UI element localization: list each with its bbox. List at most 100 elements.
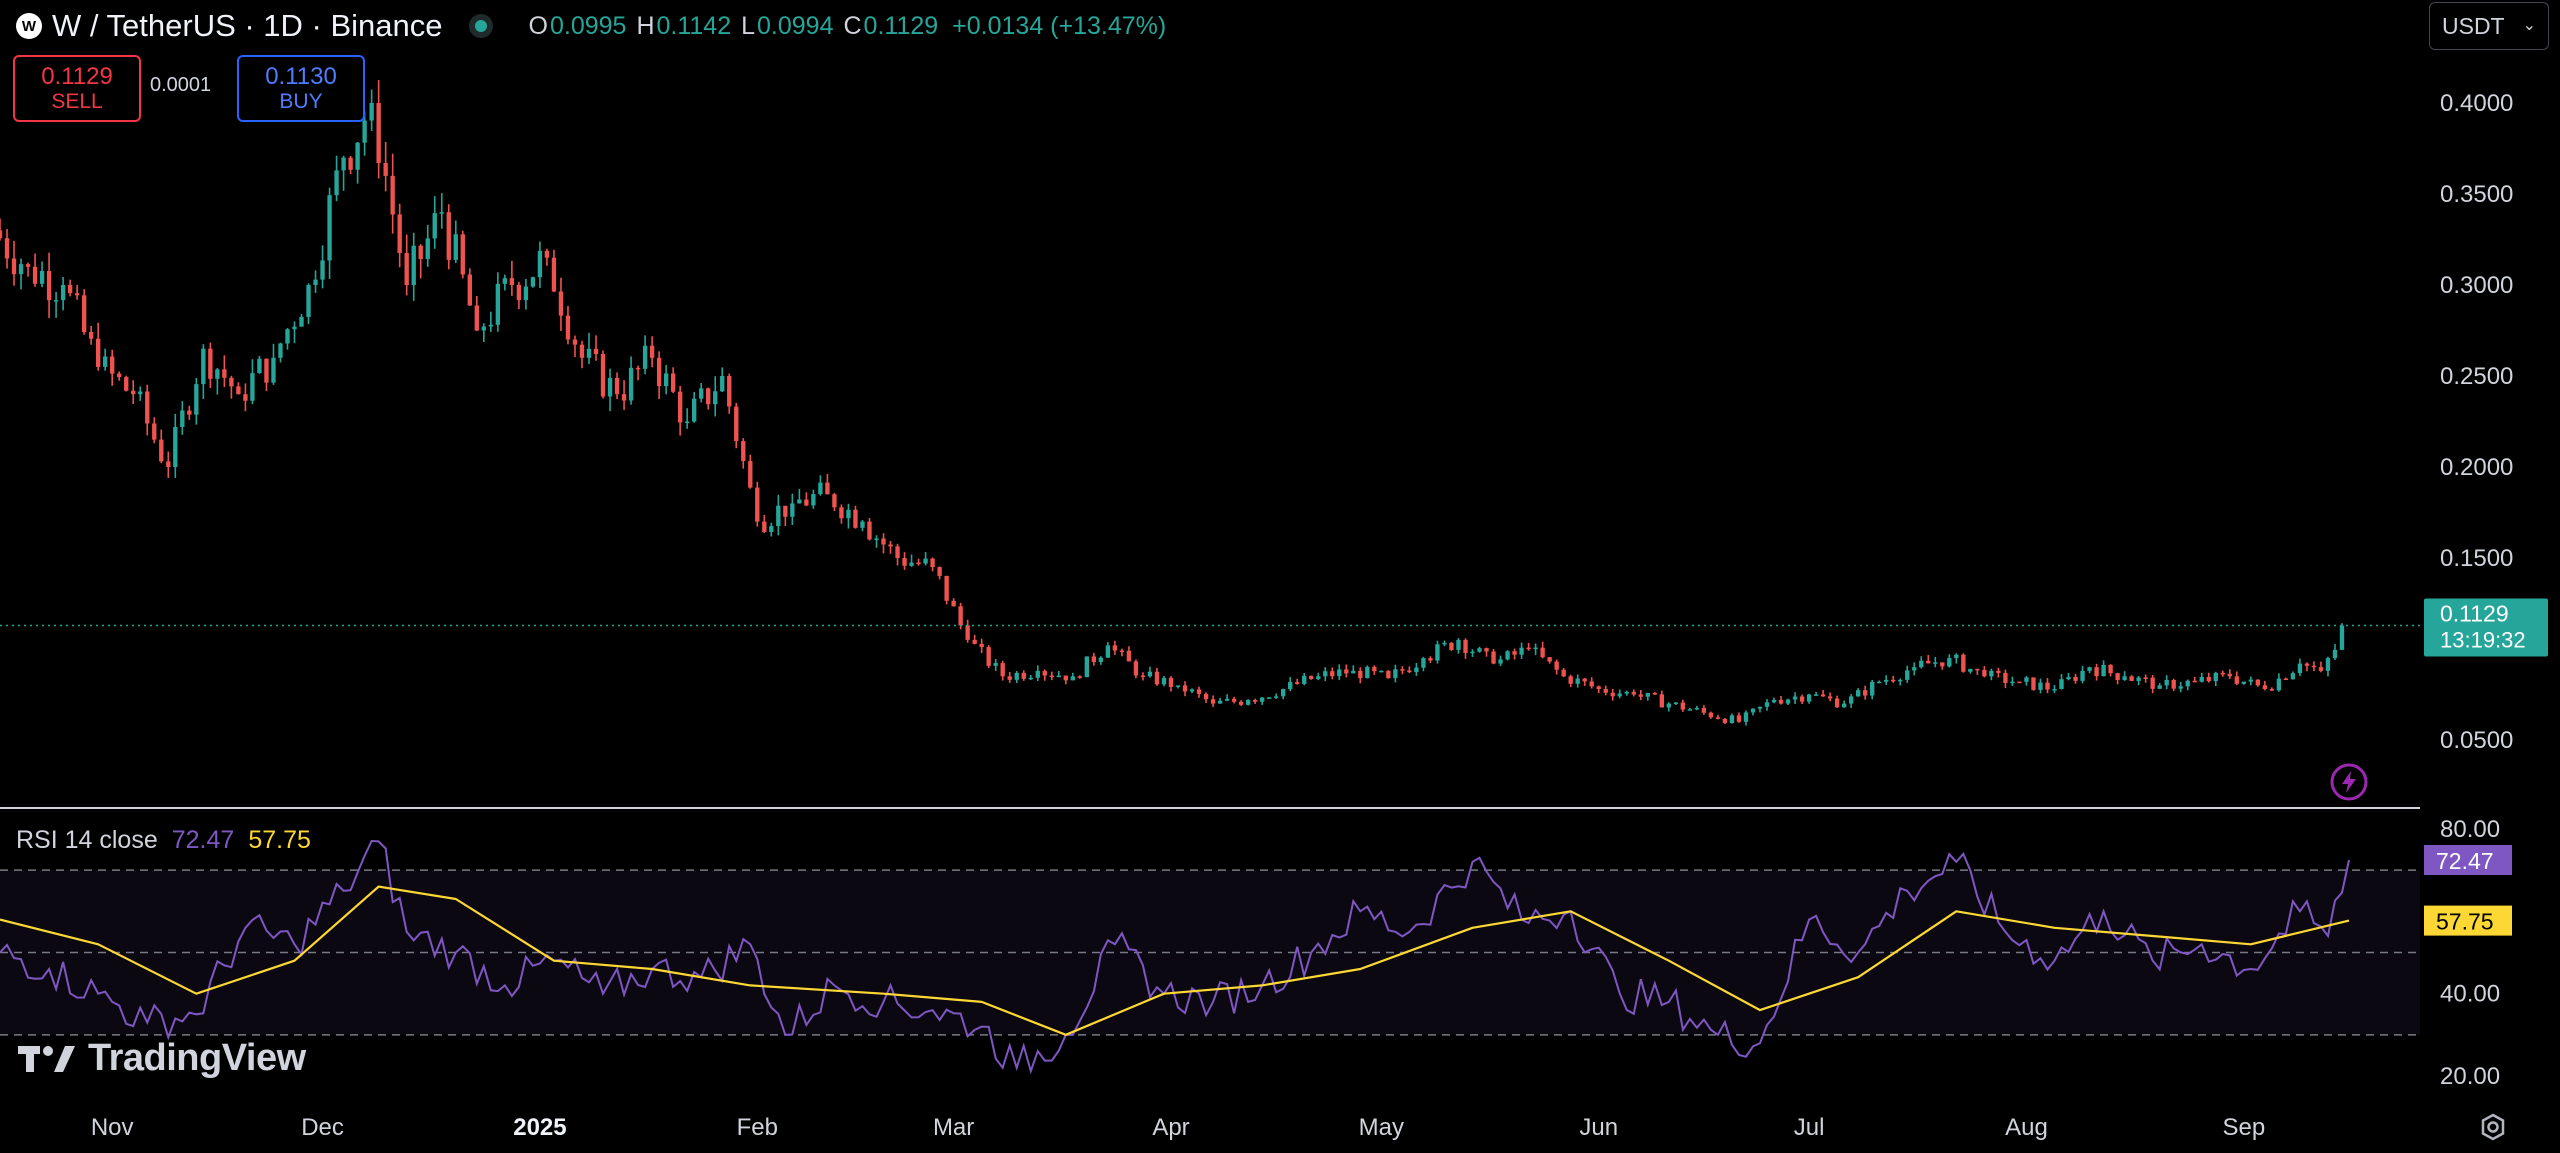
price-axis-tick-label: 0.1500: [2440, 545, 2513, 572]
candle: [762, 521, 767, 532]
candle: [1996, 670, 2001, 673]
symbol-logo-icon[interactable]: W: [16, 13, 42, 39]
candle: [397, 214, 402, 254]
candle: [1316, 676, 1321, 680]
candle: [1203, 693, 1209, 700]
candle: [1035, 670, 1040, 678]
candle: [1161, 677, 1167, 685]
candle: [1182, 685, 1188, 692]
candle: [2227, 673, 2232, 677]
candle: [1330, 671, 1335, 677]
candle: [2066, 677, 2071, 680]
rsi-axis-tick-label: 40.00: [2440, 981, 2500, 1008]
candle: [95, 338, 101, 367]
candle: [313, 279, 318, 285]
rsi-line: [0, 839, 2350, 1075]
candle: [1428, 658, 1433, 661]
candle: [692, 398, 697, 422]
candle: [1961, 654, 1966, 672]
buy-button[interactable]: 0.1130 BUY: [237, 55, 365, 122]
candle: [1077, 676, 1083, 678]
candle: [1021, 672, 1026, 679]
candle: [2157, 685, 2162, 689]
candle: [327, 195, 332, 261]
candle: [2269, 689, 2275, 691]
rsi-legend-value: 72.47: [171, 826, 235, 854]
price-axis-tick-label: 0.0500: [2440, 727, 2513, 754]
candle: [1491, 651, 1496, 664]
candle: [1189, 689, 1195, 692]
candle: [1386, 670, 1391, 679]
candle: [1288, 682, 1293, 690]
candle: [2318, 667, 2324, 671]
candle: [769, 526, 774, 532]
last-price-tag: [2424, 598, 2548, 657]
tradingview-logo-icon: [18, 1045, 75, 1072]
candle: [481, 326, 486, 331]
time-axis-tick-label: Mar: [933, 1114, 974, 1141]
candle: [53, 300, 59, 302]
time-axis-tick-label: Dec: [301, 1114, 344, 1141]
currency-select-value: USDT: [2442, 12, 2505, 39]
candle: [264, 358, 269, 383]
buy-price: 0.1130: [265, 62, 337, 90]
candle: [628, 367, 634, 401]
candle: [1617, 693, 1622, 697]
candle: [1421, 658, 1426, 668]
last-price-label: 0.1129: [2440, 601, 2509, 627]
candle: [1309, 675, 1314, 680]
candle: [2080, 670, 2085, 681]
candle: [1337, 669, 1342, 677]
candle: [341, 157, 346, 171]
candle: [173, 426, 178, 467]
candle: [1217, 700, 1223, 704]
candle: [1792, 696, 1798, 700]
candle: [81, 295, 87, 333]
rsi-legend[interactable]: RSI 14 close 72.47 57.75: [16, 826, 311, 855]
candle: [1645, 692, 1650, 697]
tradingview-logo[interactable]: TradingView: [18, 1037, 306, 1080]
candle: [145, 391, 150, 424]
candle: [1715, 717, 1721, 719]
ohlc-low-value: 0.0994: [757, 11, 834, 40]
candle: [138, 391, 143, 395]
candle: [320, 260, 325, 280]
sell-button[interactable]: 0.1129 SELL: [13, 55, 141, 122]
symbol-title[interactable]: W / TetherUS · 1D · Binance: [52, 8, 443, 43]
candle: [1610, 692, 1615, 697]
candle: [1224, 698, 1230, 701]
lightning-icon[interactable]: [2329, 762, 2369, 802]
candle: [187, 410, 192, 415]
candle: [790, 503, 795, 517]
candle: [1512, 651, 1517, 655]
candle: [1596, 686, 1601, 690]
candle: [4, 238, 10, 259]
candle: [1982, 669, 1987, 677]
candle: [2332, 649, 2338, 659]
candle: [565, 315, 571, 340]
candle: [1238, 701, 1244, 705]
candle: [811, 494, 816, 506]
candle: [2150, 677, 2155, 689]
gear-icon[interactable]: [2478, 1112, 2508, 1142]
candle: [46, 271, 52, 301]
candle: [1449, 642, 1454, 650]
candle: [1407, 670, 1412, 673]
candle: [2213, 672, 2218, 682]
candle: [229, 377, 234, 387]
candle: [1091, 656, 1097, 662]
candle: [1729, 715, 1735, 723]
candle: [2339, 625, 2345, 650]
time-axis-tick-label: Jun: [1579, 1114, 1618, 1141]
market-open-icon[interactable]: [468, 14, 493, 38]
candle: [818, 482, 823, 495]
candle: [2199, 676, 2204, 682]
candle: [776, 505, 781, 527]
candle: [706, 388, 711, 405]
candle: [874, 538, 879, 540]
candle: [1196, 689, 1202, 694]
currency-select[interactable]: USDT ⌄: [2429, 2, 2549, 50]
rsi-legend-label: RSI 14 close: [16, 826, 158, 854]
